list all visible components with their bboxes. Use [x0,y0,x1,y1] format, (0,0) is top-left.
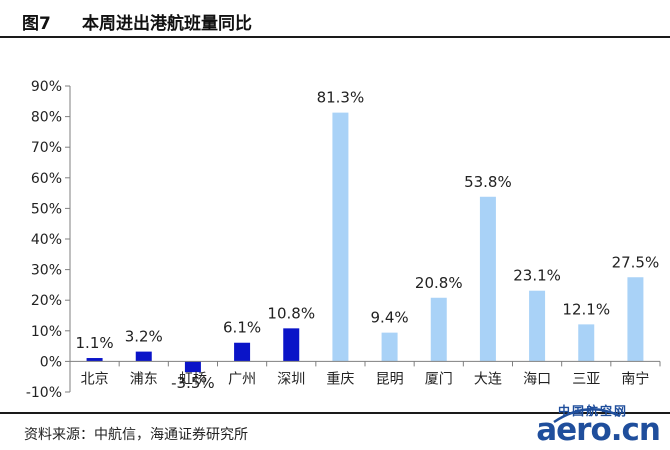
y-tick-label: 0% [40,354,62,370]
y-tick-label: -10% [26,385,62,401]
bar-2 [135,351,152,362]
data-label-6: 81.3% [317,89,365,107]
data-label-5: 10.8% [267,304,315,322]
category-label-8: 厦门 [425,371,453,387]
category-label-1: 北京 [81,371,109,387]
data-label-8: 20.8% [415,274,463,292]
y-tick-label: 50% [31,201,62,217]
swoosh-icon [553,408,621,424]
watermark-cn: 中国航空网 [557,404,628,418]
category-label-3: 虹桥 [179,371,207,387]
category-label-2: 浦东 [130,371,158,387]
bar-3 [184,361,201,373]
data-label-10: 23.1% [513,267,561,285]
data-label-3: -3.5% [171,374,215,392]
bar-11 [578,324,595,362]
category-label-4: 广州 [228,371,256,387]
bar-4 [234,342,251,362]
bar-1 [86,358,103,362]
y-tick-label: 60% [31,171,62,187]
bar-chart: -10% 0% 10% 20% 30% 40% 50% 60% 70% 80% 90% 1.1% 北京 3… [26,79,661,401]
y-tick-label: 10% [31,324,62,340]
y-tick-label: 90% [31,79,62,95]
bar-5 [283,328,300,362]
y-tick-label: 70% [31,140,62,156]
bar-9 [479,196,496,362]
figure-title-bar: 图7 本周进出港航班量同比 [0,0,670,38]
bar-12 [627,277,644,362]
y-tick-label: 30% [31,263,62,279]
category-label-5: 深圳 [277,371,305,387]
bar-8 [430,297,447,362]
figure-number: 图7 [22,14,51,34]
data-label-2: 3.2% [125,328,163,346]
bar-10 [529,290,546,362]
watermark-logo: 中国航空网 aero.cn [502,400,662,448]
watermark-en: aero.cn [536,412,661,448]
source-divider [0,412,670,414]
category-label-7: 昆明 [376,371,404,387]
data-label-11: 12.1% [562,300,610,318]
category-label-9: 大连 [474,371,502,387]
bar-7 [381,332,398,362]
source-note: 资料来源：中航信，海通证券研究所 [24,427,248,443]
y-tick-label: 20% [31,293,62,309]
figure-title: 本周进出港航班量同比 [82,14,252,34]
y-tick-label: 80% [31,110,62,126]
data-label-1: 1.1% [76,334,114,352]
y-tick-label: 40% [31,232,62,248]
data-label-12: 27.5% [612,253,660,271]
data-label-7: 9.4% [371,309,409,327]
data-label-9: 53.8% [464,173,512,191]
data-label-4: 6.1% [223,319,261,337]
category-label-10: 海口 [523,371,551,387]
category-label-6: 重庆 [326,371,354,387]
category-label-12: 南宁 [621,370,649,387]
category-label-11: 三亚 [572,371,600,387]
bar-6 [332,112,349,362]
